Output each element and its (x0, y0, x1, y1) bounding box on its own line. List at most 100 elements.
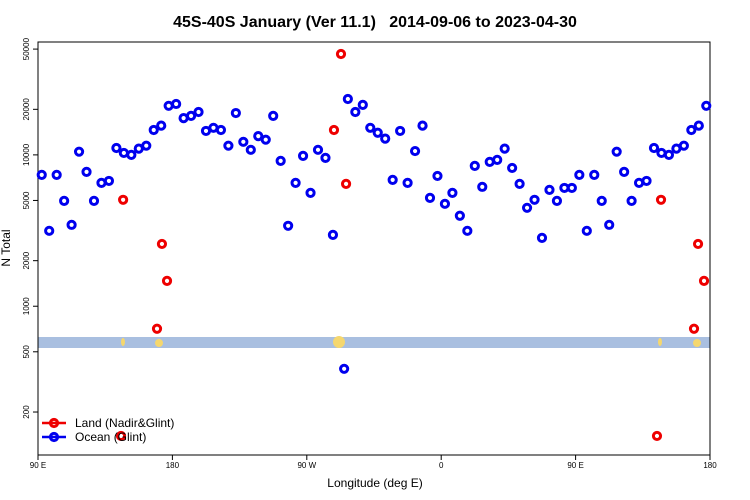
data-point (193, 106, 204, 118)
data-point (417, 120, 428, 131)
data-point (693, 120, 704, 131)
x-tick-label: 90 E (567, 461, 583, 470)
data-point (335, 48, 347, 60)
data-point (409, 145, 421, 157)
data-point (161, 275, 173, 287)
data-point (156, 120, 167, 131)
data-point (651, 430, 663, 442)
data-point (36, 169, 47, 180)
data-point (340, 178, 352, 190)
legend-marker (48, 417, 60, 429)
data-point (253, 131, 264, 142)
data-point (156, 238, 168, 250)
data-point (320, 152, 331, 163)
data-point (507, 162, 518, 174)
data-point (521, 202, 533, 213)
data-point (655, 194, 667, 205)
data-point (215, 124, 227, 136)
data-point (151, 323, 163, 334)
data-point (581, 225, 592, 236)
data-point (44, 225, 55, 236)
data-point (73, 146, 85, 157)
data-point (566, 182, 577, 194)
plot-frame (37, 41, 711, 456)
data-point (66, 219, 77, 230)
data-point (238, 136, 249, 147)
y-tick-label: 5000 (22, 191, 31, 209)
data-point (701, 100, 712, 111)
data-point (402, 177, 413, 188)
data-point (395, 125, 406, 137)
data-point (454, 210, 465, 221)
data-point (260, 134, 271, 145)
data-point (245, 144, 256, 155)
data-point (551, 195, 563, 206)
data-point (372, 127, 383, 138)
data-point (88, 195, 100, 206)
data-point (339, 363, 350, 374)
data-point (596, 195, 607, 206)
data-point (297, 150, 309, 161)
data-point (357, 99, 368, 110)
data-point (574, 169, 585, 180)
data-point (698, 275, 710, 287)
data-point (432, 170, 443, 182)
x-tick-label: 90 E (30, 461, 46, 470)
y-tick-label: 1000 (22, 297, 31, 315)
data-point (126, 149, 137, 160)
data-point (342, 93, 353, 105)
data-point (148, 124, 159, 136)
data-point (111, 142, 122, 154)
data-point (387, 174, 398, 185)
data-point (283, 220, 294, 231)
y-tick-label: 200 (22, 405, 31, 419)
data-point (499, 143, 510, 154)
data-point (688, 323, 700, 334)
x-tick-label: 0 (439, 461, 444, 470)
data-point (424, 192, 436, 203)
x-axis-label: Longitude (deg E) (327, 476, 422, 490)
data-point (604, 219, 615, 230)
data-point (439, 198, 451, 209)
data-point (589, 169, 600, 180)
data-point (641, 175, 652, 187)
y-tick-label: 20000 (22, 98, 31, 121)
data-point (290, 177, 301, 188)
data-point (59, 195, 70, 206)
x-tick-label: 180 (703, 461, 717, 470)
data-point (536, 232, 548, 243)
data-point (492, 154, 503, 165)
data-point (103, 175, 115, 187)
y-tick-label: 2000 (22, 251, 31, 269)
data-point (529, 194, 540, 205)
y-tick-label: 10000 (22, 143, 31, 166)
legend-label: Land (Nadir&Glint) (75, 416, 174, 430)
data-point (365, 122, 376, 133)
data-point (686, 124, 697, 136)
data-point (350, 106, 361, 118)
data-point (51, 169, 62, 180)
data-point (171, 98, 182, 110)
data-point (223, 140, 234, 151)
data-point (118, 194, 129, 205)
data-point (275, 155, 286, 166)
legend-marker (48, 431, 60, 443)
data-point (648, 142, 660, 154)
data-point (305, 187, 316, 198)
y-tick-label: 500 (22, 345, 31, 359)
data-point (611, 146, 622, 157)
data-point (312, 144, 324, 155)
data-point (619, 166, 630, 177)
x-tick-label: 180 (166, 461, 180, 470)
data-point (477, 181, 488, 192)
legend-label: Ocean (Glint) (75, 430, 146, 444)
data-point (469, 160, 480, 171)
data-point (462, 225, 473, 236)
data-point (447, 187, 458, 198)
data-point (544, 184, 555, 195)
data-point (327, 229, 339, 241)
data-point (328, 124, 340, 136)
data-point (185, 110, 197, 121)
data-point (514, 178, 525, 190)
